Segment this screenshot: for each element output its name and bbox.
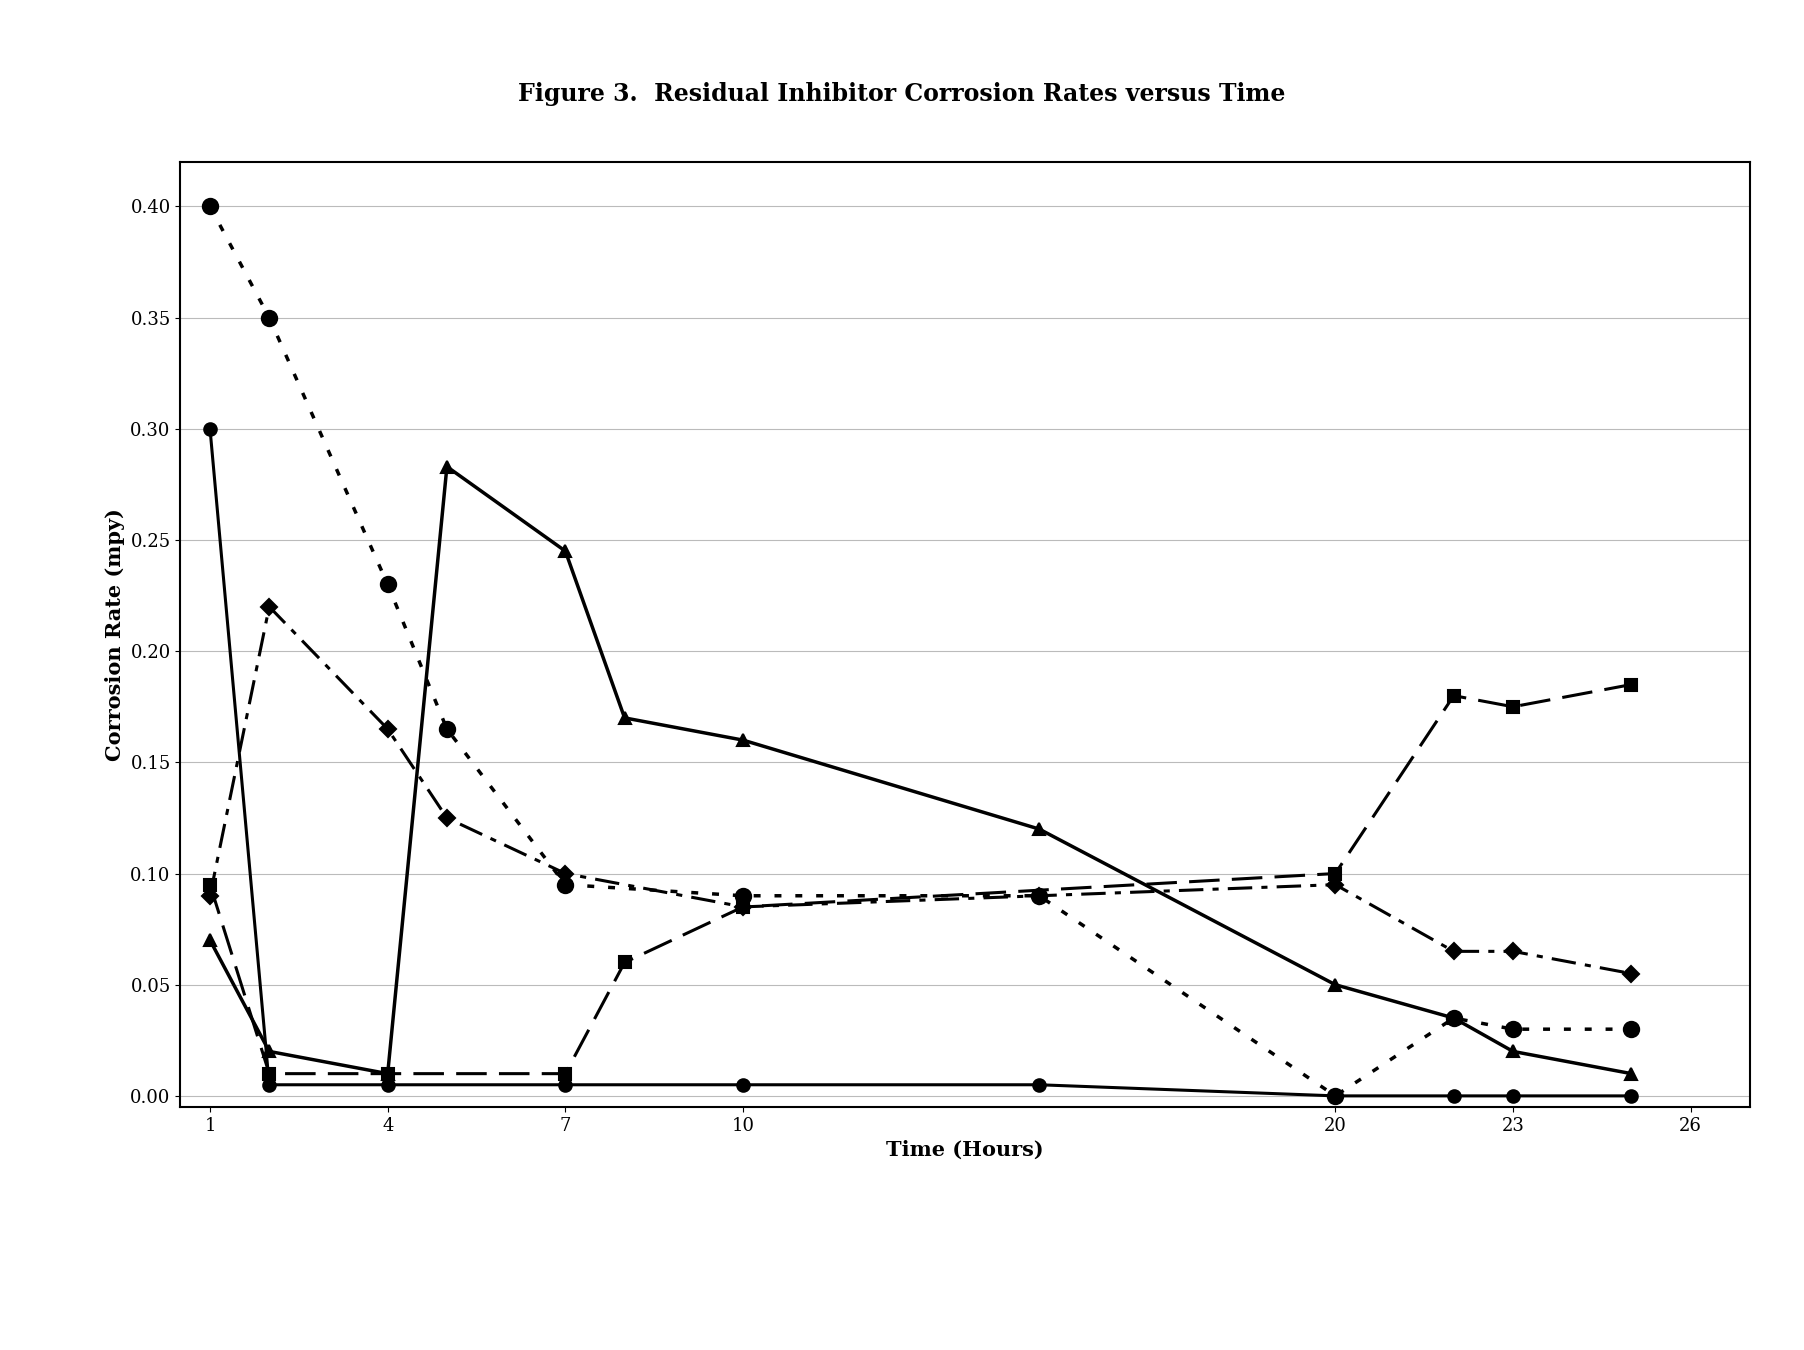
Y-axis label: Corrosion Rate (mpy): Corrosion Rate (mpy) [105, 508, 124, 761]
X-axis label: Time (Hours): Time (Hours) [886, 1141, 1045, 1160]
Text: Figure 3.  Residual Inhibitor Corrosion Rates versus Time: Figure 3. Residual Inhibitor Corrosion R… [518, 82, 1286, 107]
